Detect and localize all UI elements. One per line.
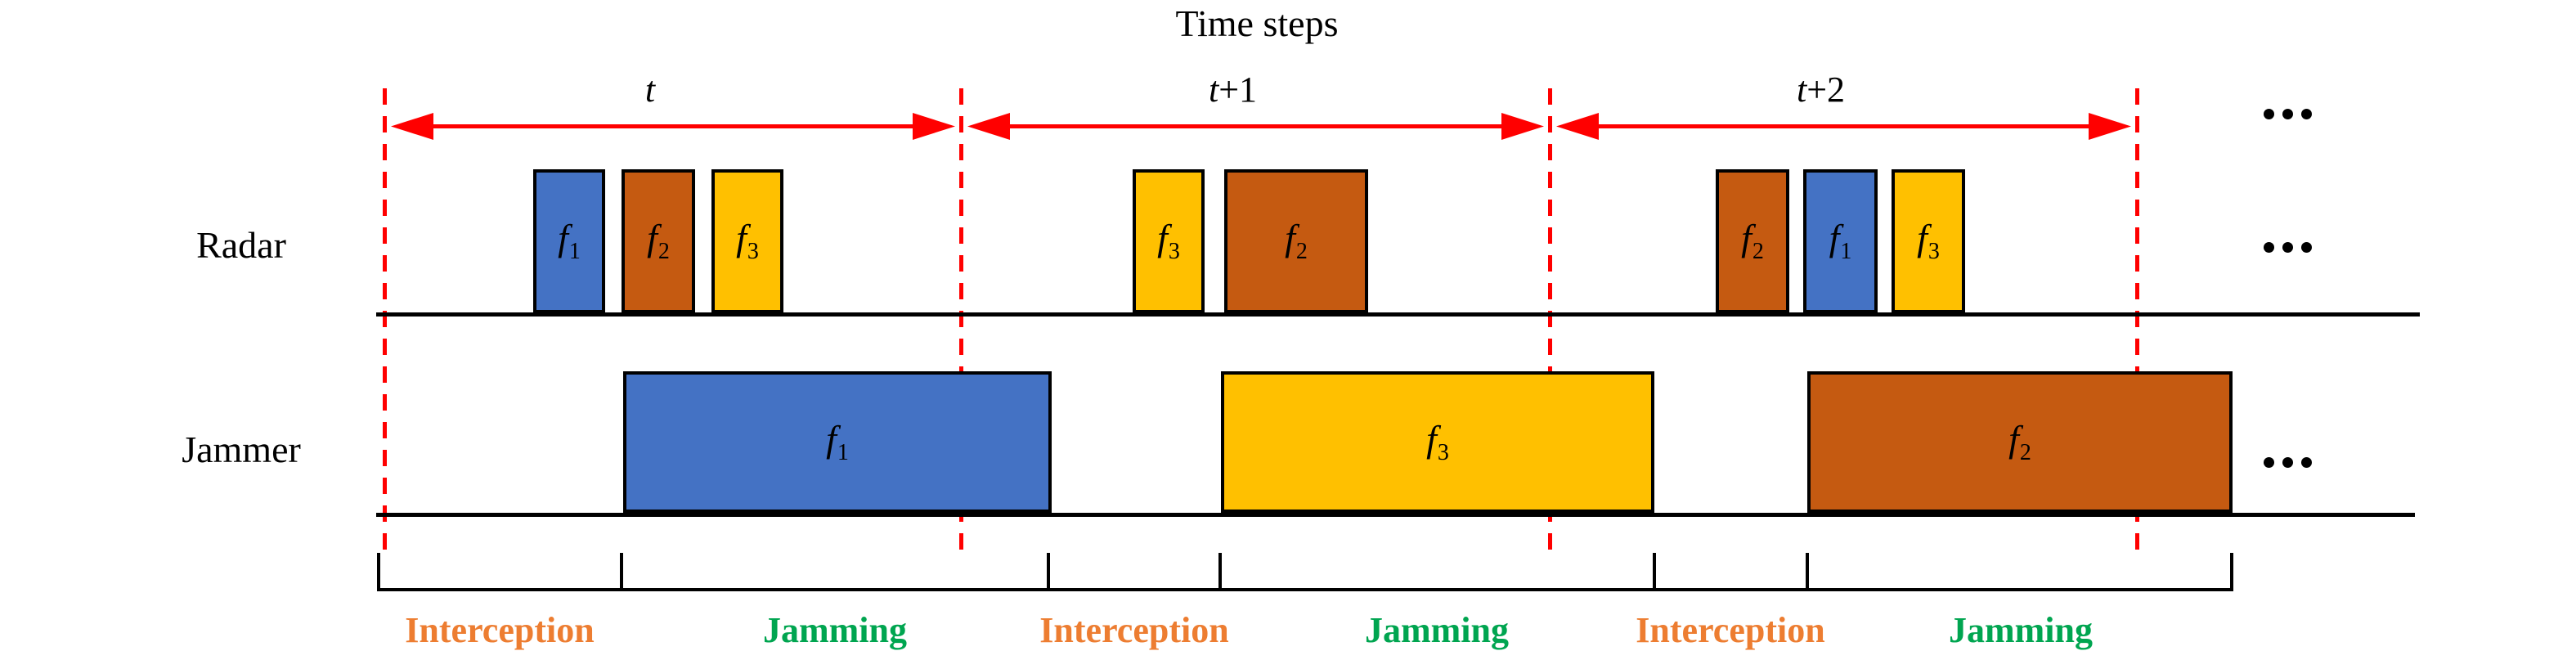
radar-pulse: f1 (533, 169, 605, 313)
jammer-block-label: f3 (1426, 417, 1449, 465)
pulse-label: f3 (736, 217, 759, 264)
ellipsis-icon (2264, 109, 2312, 119)
arrow-shaft (427, 124, 919, 128)
phase-axis-tick (1653, 553, 1656, 591)
arrowhead-right-icon (913, 113, 955, 140)
pulse-label: f2 (1285, 217, 1308, 264)
phase-axis-tick (2230, 553, 2233, 591)
radar-pulse: f1 (1803, 169, 1878, 313)
phase-label: Jamming (1365, 610, 1509, 650)
timestep-divider-line (1548, 88, 1552, 558)
phase-axis-line (377, 588, 2233, 591)
arrowhead-right-icon (2089, 113, 2131, 140)
jammer-block: f1 (623, 371, 1052, 513)
arrowhead-right-icon (1501, 113, 1544, 140)
radar-pulse: f2 (1716, 169, 1789, 313)
phase-label: Interception (405, 610, 595, 650)
jammer-baseline (376, 513, 2415, 517)
radar-pulse: f3 (711, 169, 783, 313)
jammer-block: f2 (1807, 371, 2233, 513)
phase-label: Interception (1039, 610, 1229, 650)
radar-baseline (376, 312, 2420, 317)
phase-label: Interception (1636, 610, 1825, 650)
pulse-label: f1 (558, 217, 581, 264)
phase-axis-tick (1218, 553, 1222, 591)
radar-pulse: f2 (622, 169, 695, 313)
arrow-shaft (1592, 124, 2095, 128)
diagram-title: Time steps (1175, 2, 1339, 44)
phase-axis-tick (1047, 553, 1050, 591)
pulse-label: f3 (1917, 217, 1940, 264)
timestep-label-t1: t+1 (1208, 70, 1258, 110)
radar-pulse: f3 (1133, 169, 1205, 313)
timestep-arrow-t1: t+1 (967, 70, 1544, 152)
ellipsis-icon (2264, 457, 2312, 468)
timestep-arrow-t: t (391, 70, 955, 152)
phase-label: Jamming (763, 610, 907, 650)
pulse-label: f2 (647, 217, 670, 264)
ellipsis-icon (2264, 242, 2312, 253)
timestep-divider-line (383, 88, 387, 558)
timestep-label-t2: t+2 (1796, 70, 1846, 110)
phase-axis-tick (620, 553, 623, 591)
jammer-block-label: f1 (826, 417, 849, 465)
radar-pulse: f3 (1892, 169, 1965, 313)
timestep-label-t: t (644, 70, 656, 110)
pulse-label: f2 (1741, 217, 1764, 264)
timestep-arrow-t2: t+2 (1556, 70, 2131, 152)
arrow-shaft (1003, 124, 1508, 128)
radar-row-label: Radar (196, 224, 286, 266)
pulse-label: f3 (1157, 217, 1180, 264)
timestep-divider-line (2135, 88, 2139, 558)
jammer-block: f3 (1221, 371, 1654, 513)
radar-pulse: f2 (1224, 169, 1368, 313)
pulse-label: f1 (1829, 217, 1852, 264)
phase-axis-tick (1806, 553, 1809, 591)
phase-axis-tick (377, 553, 380, 591)
phase-label: Jamming (1949, 610, 2093, 650)
timestep-divider-line (959, 88, 963, 558)
jammer-block-label: f2 (2008, 417, 2031, 465)
jammer-row-label: Jammer (182, 429, 301, 470)
